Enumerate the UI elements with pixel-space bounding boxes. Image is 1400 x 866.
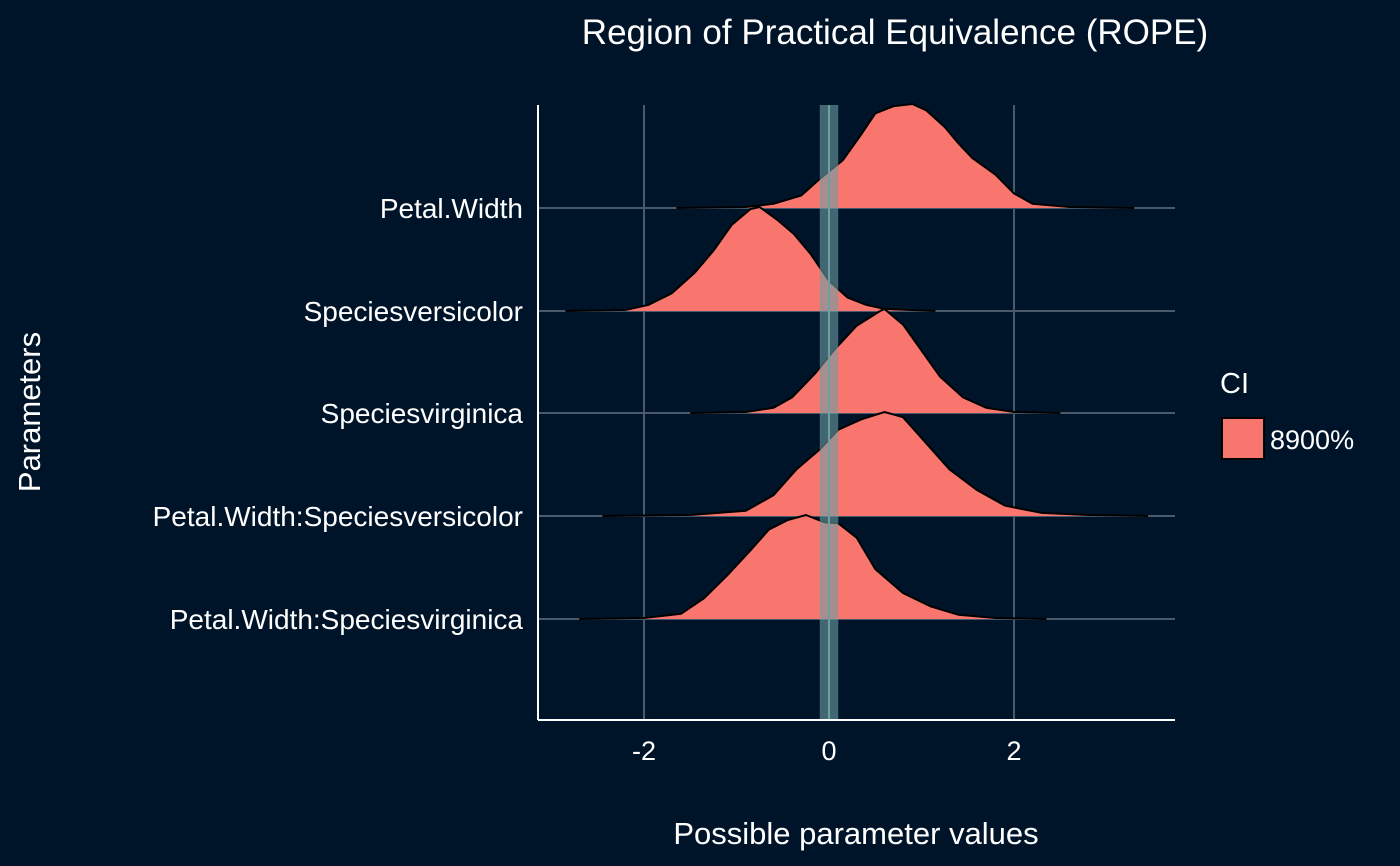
legend-swatch — [1221, 417, 1265, 460]
x-axis-label: Possible parameter values — [673, 816, 1038, 851]
density-fill-5 — [579, 515, 1047, 619]
density-outline-3 — [690, 307, 1061, 414]
y-tick-label: Petal.Width — [380, 193, 523, 224]
chart-title: Region of Practical Equivalence (ROPE) — [582, 13, 1208, 52]
y-tick-label: Petal.Width:Speciesversicolor — [153, 501, 523, 532]
density-fill-4 — [602, 412, 1149, 516]
density-outline-4 — [602, 410, 1149, 517]
legend-label: 8900% — [1270, 425, 1354, 455]
x-tick-label: -2 — [632, 736, 656, 766]
y-tick-label: Petal.Width:Speciesvirginica — [170, 604, 524, 635]
x-tick-label: 2 — [1006, 736, 1021, 766]
x-tick-label: 0 — [821, 736, 836, 766]
density-outline-5 — [579, 513, 1047, 620]
density-outline-2 — [565, 205, 936, 312]
axes — [537, 105, 1175, 721]
density-fill-1 — [676, 104, 1135, 208]
y-tick-label: Speciesversicolor — [304, 296, 523, 327]
tick-labels: Petal.Width Speciesversicolor Speciesvirgi… — [153, 193, 1022, 766]
y-tick-label: Speciesvirginica — [321, 398, 524, 429]
density-layer — [565, 102, 1149, 620]
legend: CI 8900% — [1220, 368, 1354, 460]
density-fill-3 — [690, 309, 1061, 413]
y-axis-label: Parameters — [12, 332, 47, 492]
density-outline-1 — [676, 102, 1135, 209]
legend-title: CI — [1220, 368, 1249, 400]
density-fill-2 — [565, 207, 936, 311]
